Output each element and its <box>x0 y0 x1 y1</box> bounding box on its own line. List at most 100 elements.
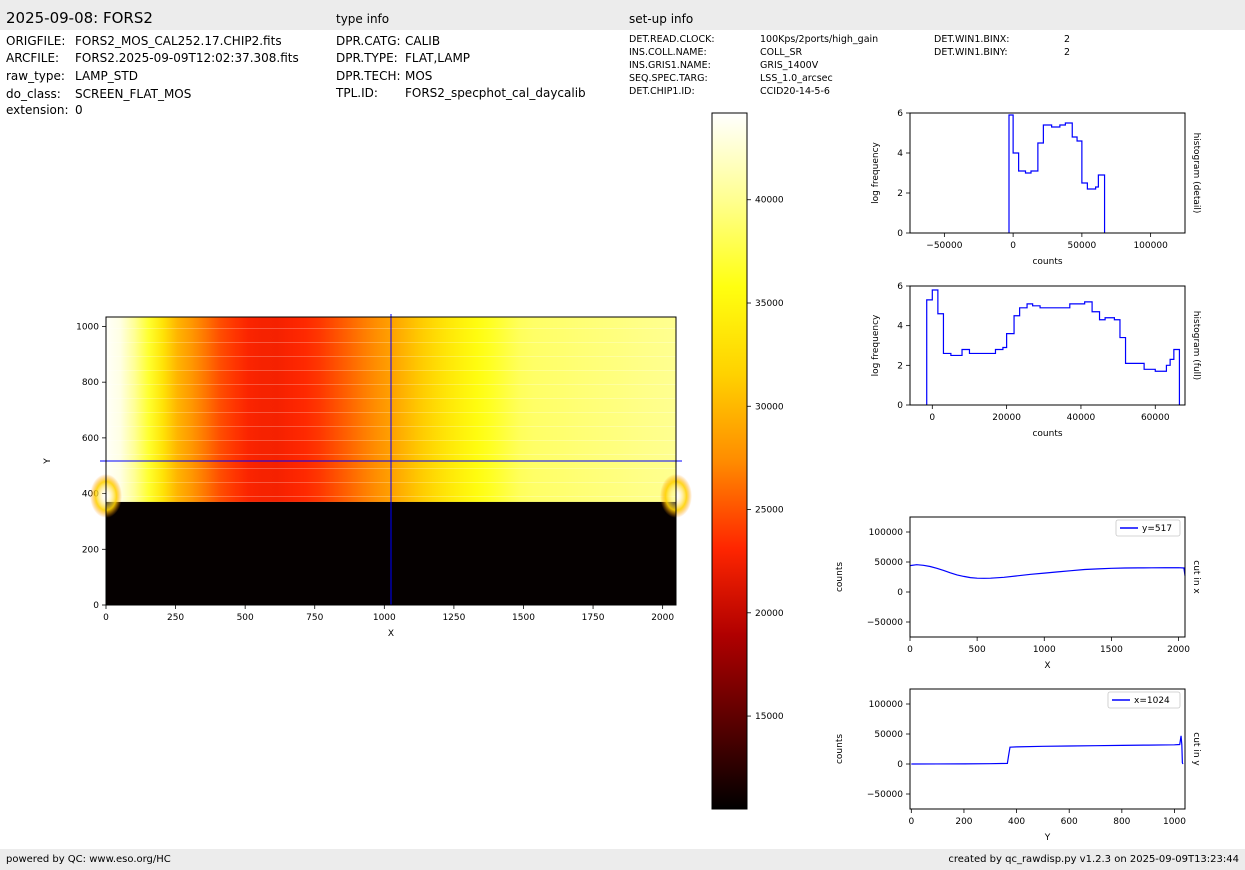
panel-side-label: histogram (full) <box>1191 311 1201 380</box>
axes-frame <box>909 688 1186 810</box>
y-tick-label: 4 <box>897 322 903 332</box>
type-info-key: DPR.CATG: <box>336 34 401 48</box>
axes-frame <box>909 285 1186 406</box>
axes-frame <box>909 516 1186 638</box>
cut-line <box>909 564 1186 579</box>
y-axis-label: log frequency <box>871 141 881 203</box>
setup-info-key: SEQ.SPEC.TARG: <box>629 73 708 84</box>
detector-image-plot: 0250500750100012501500175020000200400600… <box>43 314 692 639</box>
y-tick-label: 100000 <box>869 700 904 710</box>
setup-info-key: INS.COLL.NAME: <box>629 47 707 58</box>
x-tick-label: 500 <box>969 645 986 655</box>
legend-box <box>1115 519 1181 537</box>
x-tick-label: 1750 <box>582 613 605 623</box>
cut-in-x-plot: 0 500 1000 1500 2000 −50000 0 50000 100000 Xcount… <box>835 516 1201 671</box>
x-tick-label: 1250 <box>442 613 465 623</box>
y-tick-label: 0 <box>93 601 99 611</box>
x-tick-label: 1500 <box>512 613 535 623</box>
colorbar-tick-label: 35000 <box>755 299 784 309</box>
y-tick-label: 4 <box>897 149 903 159</box>
setup-info-key: INS.GRIS1.NAME: <box>629 60 711 71</box>
x-tick-label: 100000 <box>1133 241 1168 251</box>
y-tick-label: 100000 <box>869 528 904 538</box>
x-tick-label: 0 <box>103 613 109 623</box>
colorbar-tick-label: 20000 <box>755 609 784 619</box>
y-axis-label: counts <box>835 734 845 764</box>
type-info-value: FLAT,LAMP <box>405 51 471 65</box>
type-info-value: FORS2_specphot_cal_daycalib <box>405 86 586 100</box>
file-info-value: SCREEN_FLAT_MOS <box>75 87 192 101</box>
y-tick-label: 800 <box>82 378 99 388</box>
y-tick-label: 2 <box>897 361 903 371</box>
colorbar-tick-label: 40000 <box>755 196 784 206</box>
colorbar-tick-label: 25000 <box>755 506 784 516</box>
file-info-value: FORS2.2025-09-09T12:02:37.308.fits <box>75 51 299 65</box>
x-tick-label: 600 <box>1061 817 1078 827</box>
setup-info-key: DET.CHIP1.ID: <box>629 86 695 97</box>
file-info-value: FORS2_MOS_CAL252.17.CHIP2.fits <box>75 34 282 48</box>
x-axis-label: counts <box>1032 257 1062 267</box>
setup-info-key: DET.WIN1.BINX: <box>934 34 1010 45</box>
type-info-value: CALIB <box>405 34 441 48</box>
histogram-steps <box>1008 114 1106 233</box>
setup-info-key: DET.READ.CLOCK: <box>629 34 715 45</box>
panel-side-label: cut in y <box>1191 732 1201 766</box>
colorbar-tick-label: 30000 <box>755 402 784 412</box>
y-tick-label: 50000 <box>874 730 903 740</box>
x-tick-label: 200 <box>955 817 972 827</box>
y-axis-label: log frequency <box>871 314 881 376</box>
histogram-detail-plot: −50000 0 50000 100000 0 2 4 6 counts log frequenc… <box>871 109 1201 267</box>
setup-info-value: 2 <box>1064 47 1071 58</box>
axes-frame <box>909 112 1186 234</box>
x-axis-label: X <box>388 629 394 639</box>
x-tick-label: 2000 <box>1167 645 1190 655</box>
x-tick-label: 60000 <box>1141 413 1170 423</box>
x-tick-label: 750 <box>306 613 323 623</box>
y-tick-label: −50000 <box>867 618 903 628</box>
file-info-key: ARCFILE: <box>6 51 60 65</box>
setup-info-value: 2 <box>1064 34 1071 45</box>
y-axis-label: Y <box>43 458 53 465</box>
colorbar: 15000 20000 25000 30000 35000 40000 <box>711 112 784 810</box>
y-tick-label: 2 <box>897 189 903 199</box>
file-info-key: ORIGFILE: <box>6 34 66 48</box>
type-info-value: MOS <box>405 69 433 83</box>
y-tick-label: 6 <box>897 282 903 292</box>
x-tick-label: 500 <box>237 613 254 623</box>
histogram-full-plot: 0 20000 40000 60000 0 2 4 6 counts log frequency h… <box>871 282 1201 439</box>
setup-info-value: LSS_1.0_arcsec <box>760 73 833 84</box>
y-tick-label: 600 <box>82 434 99 444</box>
x-tick-label: 50000 <box>1068 241 1097 251</box>
x-axis-label: Y <box>1044 833 1051 843</box>
x-tick-label: 1000 <box>373 613 396 623</box>
panel-side-label: cut in x <box>1191 560 1201 594</box>
type-info-key: DPR.TYPE: <box>336 51 398 65</box>
colorbar-tick-label: 15000 <box>755 712 784 722</box>
panel-side-label: histogram (detail) <box>1191 133 1201 214</box>
y-tick-label: 6 <box>897 109 903 119</box>
x-tick-label: −50000 <box>926 241 962 251</box>
legend-box <box>1107 691 1181 709</box>
header-bar <box>0 0 1245 30</box>
file-info-key: extension: <box>6 103 69 117</box>
y-tick-label: −50000 <box>867 790 903 800</box>
legend: x=1024 <box>1107 691 1181 709</box>
file-info-key: do_class: <box>6 87 61 101</box>
x-tick-label: 250 <box>167 613 184 623</box>
type-info-heading: type info <box>336 12 390 26</box>
x-tick-label: 0 <box>1010 241 1016 251</box>
page-title: 2025-09-08: FORS2 <box>6 9 153 27</box>
x-axis-label: counts <box>1032 429 1062 439</box>
x-axis-label: X <box>1044 661 1050 671</box>
setup-info-value: 100Kps/2ports/high_gain <box>760 34 879 45</box>
footer-bar <box>0 849 1245 870</box>
setup-info-heading: set-up info <box>629 12 694 26</box>
x-tick-label: 40000 <box>1067 413 1096 423</box>
y-tick-label: 0 <box>897 229 903 239</box>
y-axis-label: counts <box>835 562 845 592</box>
x-tick-label: 800 <box>1113 817 1130 827</box>
x-tick-label: 1000 <box>1033 645 1056 655</box>
setup-info-value: GRIS_1400V <box>760 60 819 71</box>
y-tick-label: 1000 <box>76 322 99 332</box>
